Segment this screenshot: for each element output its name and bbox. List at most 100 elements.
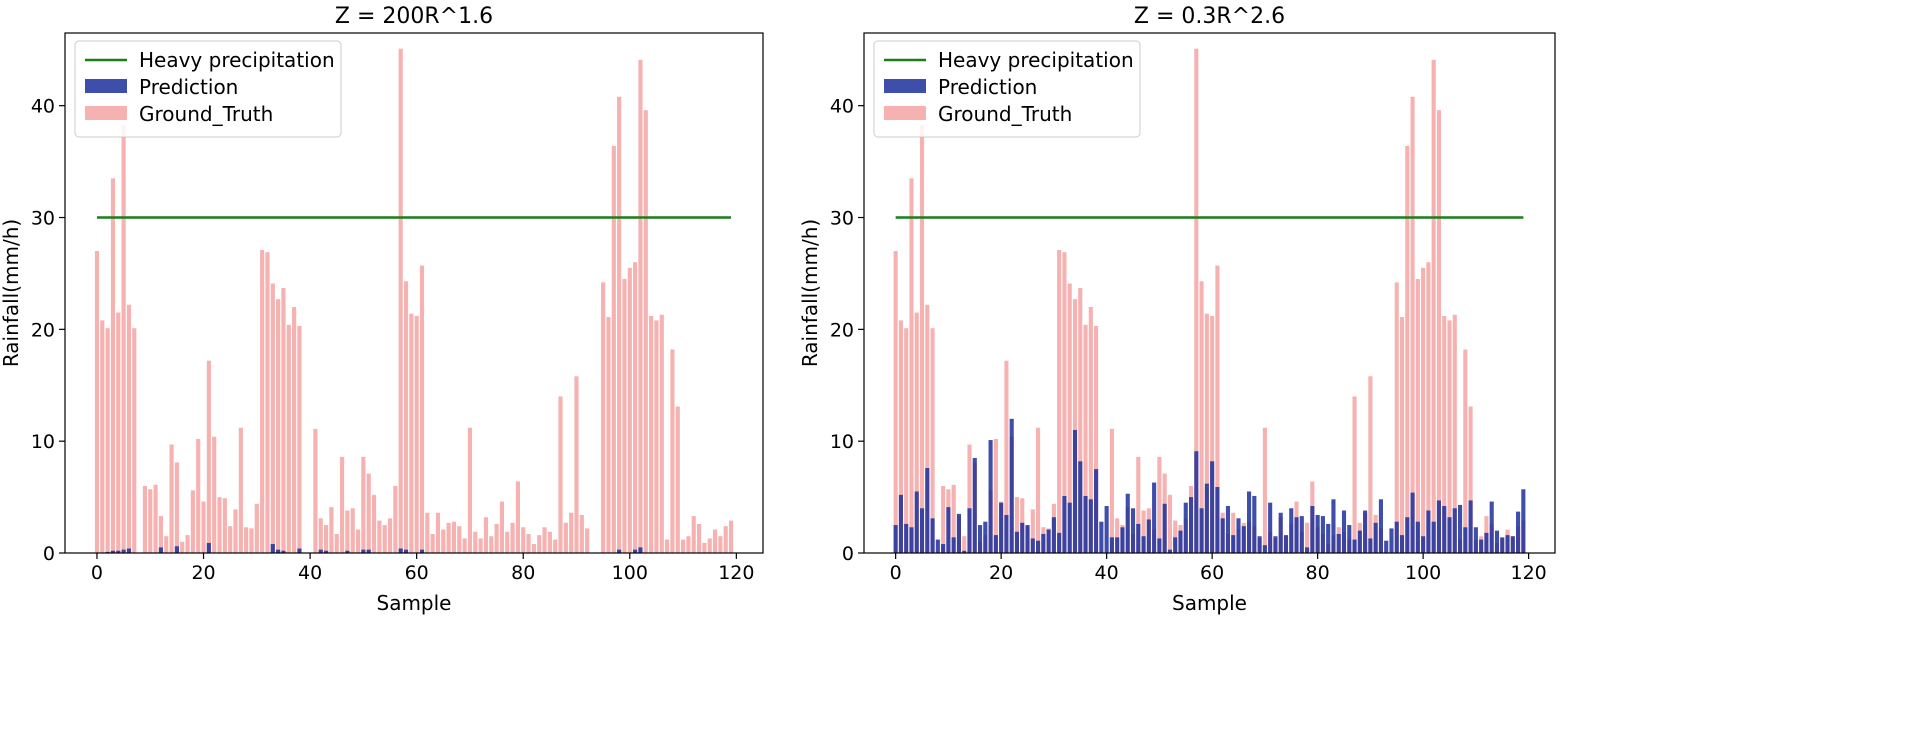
prediction-bar: [1204, 483, 1209, 553]
ground-truth-bar: [691, 516, 696, 553]
prediction-bar: [638, 547, 643, 553]
ground-truth-bar: [94, 251, 100, 553]
ground-truth-bar: [473, 531, 478, 553]
ground-truth-bar: [286, 324, 291, 553]
prediction-bar: [1178, 530, 1183, 553]
prediction-bar: [1241, 526, 1246, 553]
prediction-bar: [1458, 504, 1463, 553]
prediction-bar: [1442, 506, 1447, 553]
ground-truth-bar: [526, 533, 531, 553]
prediction-bar: [1505, 535, 1510, 553]
legend-swatch-prediction: [884, 79, 926, 93]
prediction-bar: [1447, 517, 1452, 553]
prediction-bar: [1041, 533, 1046, 553]
prediction-bar: [1484, 532, 1489, 553]
ground-truth-bar: [622, 279, 627, 553]
ground-truth-bar: [1109, 428, 1114, 553]
legend-label-prediction: Prediction: [938, 75, 1037, 99]
ground-truth-bar: [951, 484, 956, 553]
prediction-bar: [1141, 536, 1146, 553]
prediction-bar: [1167, 549, 1172, 553]
prediction-bar: [345, 550, 350, 553]
y-tick-label: 10: [830, 431, 854, 453]
prediction-bar: [1062, 495, 1067, 553]
ground-truth-bar: [276, 299, 281, 553]
prediction-bar: [1431, 521, 1436, 553]
ground-truth-bar: [925, 304, 930, 553]
plot-frame: [863, 32, 1556, 554]
chart-title: Z = 0.3R^2.6: [1134, 4, 1285, 29]
ground-truth-bar: [1231, 512, 1236, 553]
ground-truth-bar: [1399, 317, 1405, 553]
ground-truth-bar: [718, 536, 723, 553]
plot-frame: [64, 32, 764, 554]
prediction-bar: [398, 548, 403, 553]
ground-truth-bar: [728, 520, 734, 553]
prediction-bar: [909, 527, 914, 553]
ground-truth-bar: [105, 328, 110, 553]
ground-truth-bar: [190, 490, 195, 553]
prediction-bar: [1373, 522, 1378, 553]
ground-truth-bar: [1394, 282, 1399, 553]
ground-truth-bar: [1199, 281, 1204, 553]
prediction-bar: [276, 549, 281, 553]
ground-truth-bar: [531, 544, 536, 553]
prediction-bar: [1452, 508, 1457, 553]
x-tick-label: 80: [1306, 562, 1330, 584]
ground-truth-bar: [1368, 376, 1373, 553]
prediction-bar: [1094, 469, 1099, 553]
ground-truth-bar: [382, 525, 387, 553]
ground-truth-bar: [324, 525, 329, 553]
ground-truth-bar: [430, 533, 435, 553]
prediction-bar: [1421, 536, 1426, 553]
ground-truth-bar: [483, 517, 489, 553]
y-tick-label: 40: [830, 96, 854, 118]
prediction-bar: [121, 549, 126, 553]
ground-truth-bar: [574, 376, 579, 553]
prediction-bar: [1278, 512, 1283, 553]
chart-title: Z = 200R^1.6: [335, 4, 493, 29]
prediction-bar: [1463, 527, 1468, 553]
ground-truth-bar: [158, 516, 163, 553]
prediction-bar: [1479, 539, 1484, 553]
ground-truth-bar: [126, 304, 132, 553]
x-axis-label: Sample: [1172, 591, 1247, 615]
x-tick-label: 120: [1510, 562, 1546, 584]
prediction-bar: [1399, 535, 1405, 553]
prediction-bar: [1020, 522, 1025, 553]
legend-swatch-ground-truth: [884, 106, 926, 120]
ground-truth-bar: [403, 281, 409, 553]
prediction-bar: [1426, 510, 1431, 553]
ground-truth-bar: [681, 539, 686, 553]
prediction-bar: [914, 491, 919, 553]
ground-truth-bar: [542, 527, 547, 553]
prediction-bar: [1088, 499, 1093, 553]
prediction-bar: [1136, 523, 1141, 553]
ground-truth-bar: [196, 438, 201, 553]
y-tick-label: 20: [830, 319, 854, 341]
ground-truth-bar: [643, 110, 648, 553]
ground-truth-bar: [707, 538, 712, 553]
prediction-bar: [110, 550, 116, 553]
ground-truth-bar: [350, 508, 355, 553]
prediction-bar: [946, 507, 951, 553]
ground-truth-bar: [665, 539, 670, 553]
prediction-bar: [1120, 527, 1125, 553]
prediction-bar: [1215, 487, 1220, 553]
ground-truth-bar: [206, 360, 211, 553]
ground-truth-bar: [1426, 262, 1431, 553]
ground-truth-bar: [419, 265, 425, 553]
prediction-bar: [1146, 519, 1151, 553]
prediction-bar: [1183, 502, 1188, 553]
ground-truth-bar: [228, 526, 233, 553]
x-tick-label: 20: [191, 562, 215, 584]
prediction-bar: [1415, 521, 1420, 553]
legend-box: [873, 40, 1141, 138]
ground-truth-bar: [222, 498, 227, 553]
prediction-bar: [977, 525, 983, 553]
ground-truth-bar: [185, 535, 190, 553]
ground-truth-bar: [297, 325, 302, 553]
ground-truth-bar: [1173, 520, 1178, 553]
ground-truth-bar: [993, 438, 998, 553]
prediction-bar: [1194, 451, 1199, 553]
